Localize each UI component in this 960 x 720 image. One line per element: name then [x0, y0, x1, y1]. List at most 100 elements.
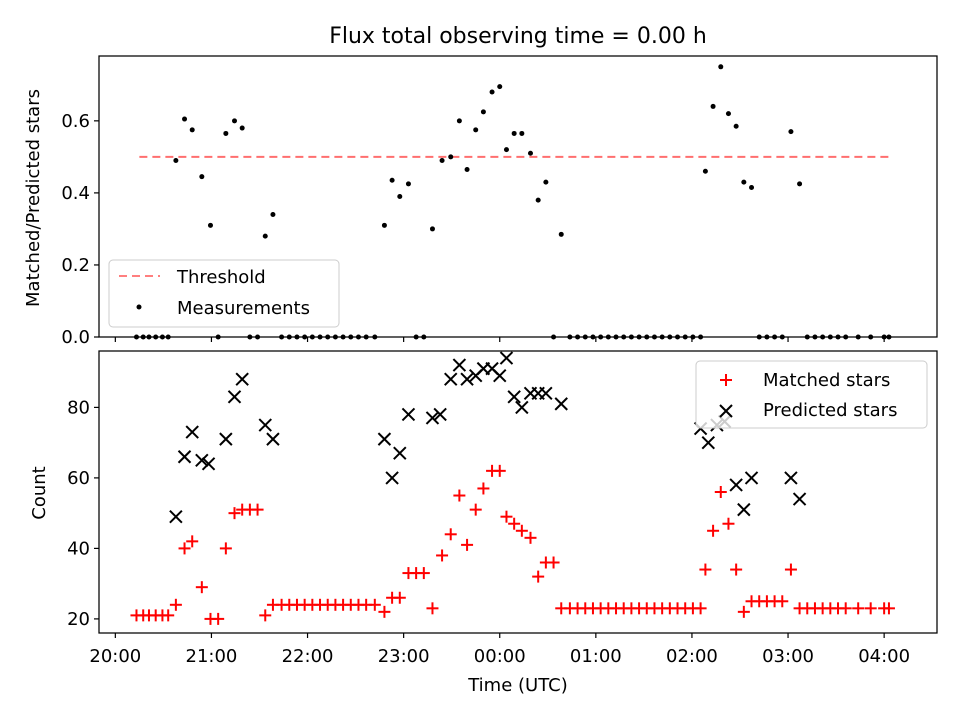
predicted-star-point — [452, 358, 467, 372]
matched-star-point — [852, 602, 865, 615]
count-y-tick-label: 60 — [67, 468, 90, 489]
count-y-tick-label: 80 — [67, 397, 90, 418]
predicted-star-point — [499, 351, 514, 365]
predicted-star-point — [784, 471, 798, 485]
predicted-star-stroke — [737, 502, 751, 517]
predicted-star-point — [792, 492, 807, 506]
measurement-point — [199, 174, 205, 180]
measurement-point — [710, 103, 716, 109]
predicted-star-point — [507, 390, 521, 404]
predicted-star-stroke — [433, 407, 447, 422]
matched-star-point — [195, 581, 208, 594]
count-y-axis-label: Count — [29, 466, 50, 519]
matched-legend-label: Matched stars — [763, 370, 890, 391]
measurement-point — [456, 118, 462, 124]
matched-star-point — [776, 595, 789, 608]
predicted-star-stroke — [493, 368, 507, 383]
predicted-star-point — [219, 432, 233, 446]
measurement-point — [749, 184, 755, 190]
ratio-y-tick-label: 0.0 — [61, 327, 90, 348]
predicted-star-stroke — [169, 509, 183, 524]
chart-title: Flux total observing time = 0.00 h — [329, 24, 707, 49]
ratio-plot-frame — [98, 55, 938, 338]
predicted-star-stroke — [177, 450, 192, 464]
predicted-star-point — [401, 407, 416, 422]
predicted-star-point — [266, 432, 280, 446]
predicted-star-point — [195, 453, 209, 467]
predicted-star-stroke — [266, 432, 280, 446]
predicted-star-stroke — [452, 358, 467, 372]
predicted-star-stroke — [425, 411, 440, 425]
predicted-star-point — [185, 425, 199, 439]
matched-star-point — [444, 528, 457, 541]
matched-star-point — [524, 531, 537, 544]
time-x-tick-label: 21:00 — [186, 646, 238, 667]
predicted-star-point — [385, 471, 399, 485]
matched-star-point — [477, 482, 490, 495]
measurement-point — [480, 109, 486, 115]
measurement-point — [741, 179, 747, 185]
ratio-y-tick-label: 0.2 — [61, 255, 90, 276]
measurement-point — [543, 179, 549, 185]
measurement-point — [448, 154, 454, 160]
measurement-point — [223, 130, 229, 136]
predicted-star-stroke — [792, 492, 807, 506]
measurement-point — [397, 194, 403, 199]
matched-stars-series — [130, 464, 895, 625]
measurements-legend-marker — [136, 304, 142, 310]
predicted-legend-label: Predicted stars — [763, 400, 897, 421]
matched-star-point — [737, 605, 750, 618]
measurement-point — [239, 125, 245, 131]
predicted-legend-marker — [719, 404, 733, 418]
measurement-point — [232, 118, 238, 124]
predicted-star-stroke — [444, 372, 458, 386]
predicted-star-point — [701, 435, 715, 450]
predicted-star-point — [444, 372, 458, 386]
predicted-star-stroke — [554, 397, 568, 411]
measurement-point — [389, 177, 395, 183]
matched-legend-marker — [720, 374, 732, 386]
matched-star-point — [839, 602, 852, 615]
ratio-y-tick-label: 0.6 — [61, 111, 90, 132]
ratio-y-axis-label: Matched/Predicted stars — [23, 89, 44, 307]
measurement-point — [429, 226, 435, 232]
measurement-point — [189, 127, 195, 133]
predicted-star-point — [425, 411, 440, 425]
predicted-star-stroke — [485, 361, 499, 376]
predicted-star-point — [177, 450, 192, 464]
measurement-point — [439, 157, 445, 163]
matched-star-point — [178, 542, 191, 555]
predicted-star-point — [460, 372, 474, 386]
matched-star-point — [707, 524, 720, 537]
ratio-y-tick-label: 0.4 — [61, 183, 90, 204]
measurement-point — [270, 212, 276, 218]
predicted-star-stroke — [219, 432, 233, 446]
matched-star-point — [515, 524, 528, 537]
matched-star-point — [212, 612, 225, 625]
predicted-star-point — [258, 418, 272, 432]
time-x-tick-label: 00:00 — [474, 646, 526, 667]
matched-star-point — [722, 517, 735, 530]
matched-star-point — [469, 503, 482, 516]
predicted-star-stroke — [201, 457, 216, 471]
matched-star-point — [508, 517, 521, 530]
count-y-tick-label: 20 — [67, 609, 90, 630]
predicted-star-stroke — [258, 418, 272, 432]
measurement-point — [558, 231, 564, 237]
matched-star-point — [864, 602, 877, 615]
matched-star-point — [393, 591, 406, 604]
measurement-point — [718, 64, 724, 70]
measurement-point — [797, 181, 803, 187]
time-x-tick-label: 22:00 — [282, 646, 334, 667]
predicted-star-stroke — [401, 407, 416, 422]
measurement-point — [207, 222, 213, 228]
matched-star-point — [694, 602, 707, 615]
measurement-point — [489, 89, 495, 95]
matched-star-point — [461, 538, 474, 551]
threshold-legend-label: Threshold — [176, 267, 266, 288]
time-x-tick-label: 04:00 — [858, 646, 910, 667]
predicted-star-stroke — [499, 351, 514, 365]
predicted-star-stroke — [385, 471, 399, 485]
